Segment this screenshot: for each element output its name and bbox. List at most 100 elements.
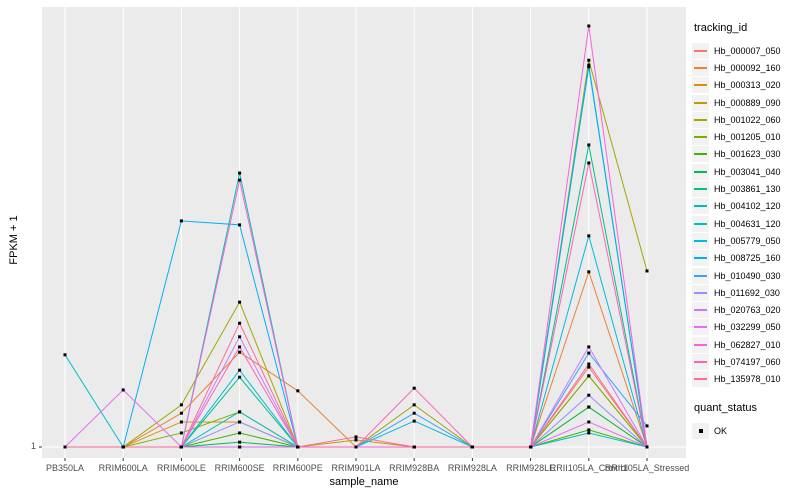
data-point-marker (238, 300, 242, 304)
legend-key (692, 111, 709, 128)
legend-item: Hb_001205_010 (692, 128, 800, 146)
legend-item-label: Hb_010490_030 (714, 270, 781, 281)
data-point-marker (296, 389, 300, 393)
data-point-marker (354, 438, 358, 442)
legend-item: Hb_062827_010 (692, 336, 800, 353)
data-point-marker (587, 431, 591, 435)
legend-key (692, 284, 709, 301)
legend-key (692, 302, 709, 319)
legend-item-label: Hb_004631_120 (714, 218, 781, 229)
legend-color-swatch (694, 343, 707, 346)
legend-color-swatch (694, 205, 707, 208)
legend-key (692, 250, 709, 267)
legend-item-label: Hb_135978_010 (714, 374, 781, 385)
legend-item-label: Hb_000889_090 (714, 97, 781, 108)
legend-item-label: Hb_008725_160 (714, 253, 781, 264)
y-tick-label: 1 (30, 441, 36, 451)
legend-item-label: Hb_000313_020 (714, 80, 781, 91)
legend-color-swatch (694, 84, 707, 87)
data-point-marker (238, 335, 242, 339)
legend-item: Hb_000007_050 (692, 42, 800, 59)
data-point-marker (121, 388, 125, 392)
legend-item-label: Hb_001022_060 (714, 114, 781, 125)
legend-item: Hb_000092_160 (692, 59, 800, 76)
legend-key (692, 94, 709, 111)
legend-color-swatch (694, 360, 707, 363)
data-point-marker (587, 270, 591, 274)
legend-quant-status: quant_status OK (692, 402, 800, 439)
data-point-marker (238, 345, 242, 349)
data-point-marker (529, 445, 533, 449)
legend-key (692, 353, 709, 370)
data-point-marker (179, 420, 183, 424)
legend-item: Hb_001623_030 (692, 146, 800, 163)
data-point-marker (296, 445, 300, 449)
x-tick-label: RRII105LA_Control (549, 463, 628, 473)
data-point-marker (587, 143, 591, 147)
legend-key (692, 42, 709, 59)
legend-item: Hb_004102_120 (692, 198, 800, 215)
legend-item: Hb_011692_030 (692, 284, 800, 301)
x-tick-label: RRIM600PE (272, 463, 323, 473)
legend-items: Hb_000007_050 Hb_000092_160 Hb_000313_020 H… (692, 42, 800, 388)
data-point-marker (179, 219, 183, 223)
legend-item: Hb_008725_160 (692, 250, 800, 267)
legend-item: Hb_004631_120 (692, 215, 800, 232)
legend-item-label: Hb_032299_050 (714, 322, 781, 333)
data-point-marker (238, 410, 242, 414)
legend-item-label: Hb_003861_130 (714, 184, 781, 195)
legend-key (692, 198, 709, 215)
data-point-marker (587, 365, 591, 369)
x-tick-label: RRIM600LE (156, 463, 206, 473)
data-point-marker (412, 386, 416, 390)
data-point-marker (354, 445, 358, 449)
data-point-marker (587, 428, 591, 432)
data-point-marker (587, 65, 591, 69)
legend-key (692, 181, 709, 198)
data-point-marker (179, 411, 183, 415)
legend-title-quant-status: quant_status (694, 401, 757, 414)
data-point-marker (238, 420, 242, 424)
x-tick-label: RRIM928LE (506, 463, 556, 473)
legend-color-swatch (694, 170, 707, 173)
legend-item: Hb_010490_030 (692, 267, 800, 284)
legend-item: Hb_003041_040 (692, 163, 800, 180)
legend-color-swatch (694, 309, 707, 312)
legend-color-swatch (694, 188, 707, 191)
data-point-marker (587, 420, 591, 424)
legend-item: Hb_005779_050 (692, 232, 800, 249)
data-point-marker (587, 58, 591, 62)
data-point-marker (238, 368, 242, 372)
legend-item-label: Hb_000092_160 (714, 62, 781, 73)
x-tick-label: RRII105LA_Stressed (604, 463, 690, 473)
legend-key (692, 129, 709, 146)
legend-key (692, 336, 709, 353)
data-point-marker (238, 445, 242, 449)
legend-color-swatch (694, 136, 707, 139)
data-point-marker (587, 351, 591, 355)
x-tick-labels: PB350LA RRIM600LA RRIM600LE RRIM600SE RRIM60… (0, 463, 800, 477)
data-point-marker (412, 411, 416, 415)
data-point-marker (354, 435, 358, 439)
data-point-marker (587, 24, 591, 28)
data-point-marker (63, 445, 67, 449)
data-point-marker (238, 178, 242, 182)
data-point-marker (470, 445, 474, 449)
legend-color-swatch (694, 49, 707, 52)
legend-item: OK (692, 422, 800, 439)
legend-key (692, 267, 709, 284)
data-point-marker (238, 440, 242, 444)
legend-item: Hb_000889_090 (692, 94, 800, 111)
data-point-marker (412, 445, 416, 449)
x-tick-label: RRIM928LA (447, 463, 497, 473)
legend-title-tracking-id: tracking_id (694, 22, 748, 34)
legend-item-label: Hb_020763_020 (714, 305, 781, 316)
legend-item-label: Hb_004102_120 (714, 201, 781, 212)
legend-item-label: Hb_062827_010 (714, 339, 781, 350)
legend-item: Hb_135978_010 (692, 371, 800, 388)
data-point-marker (179, 445, 183, 449)
data-point-marker (179, 403, 183, 407)
legend-color-swatch (694, 257, 707, 260)
